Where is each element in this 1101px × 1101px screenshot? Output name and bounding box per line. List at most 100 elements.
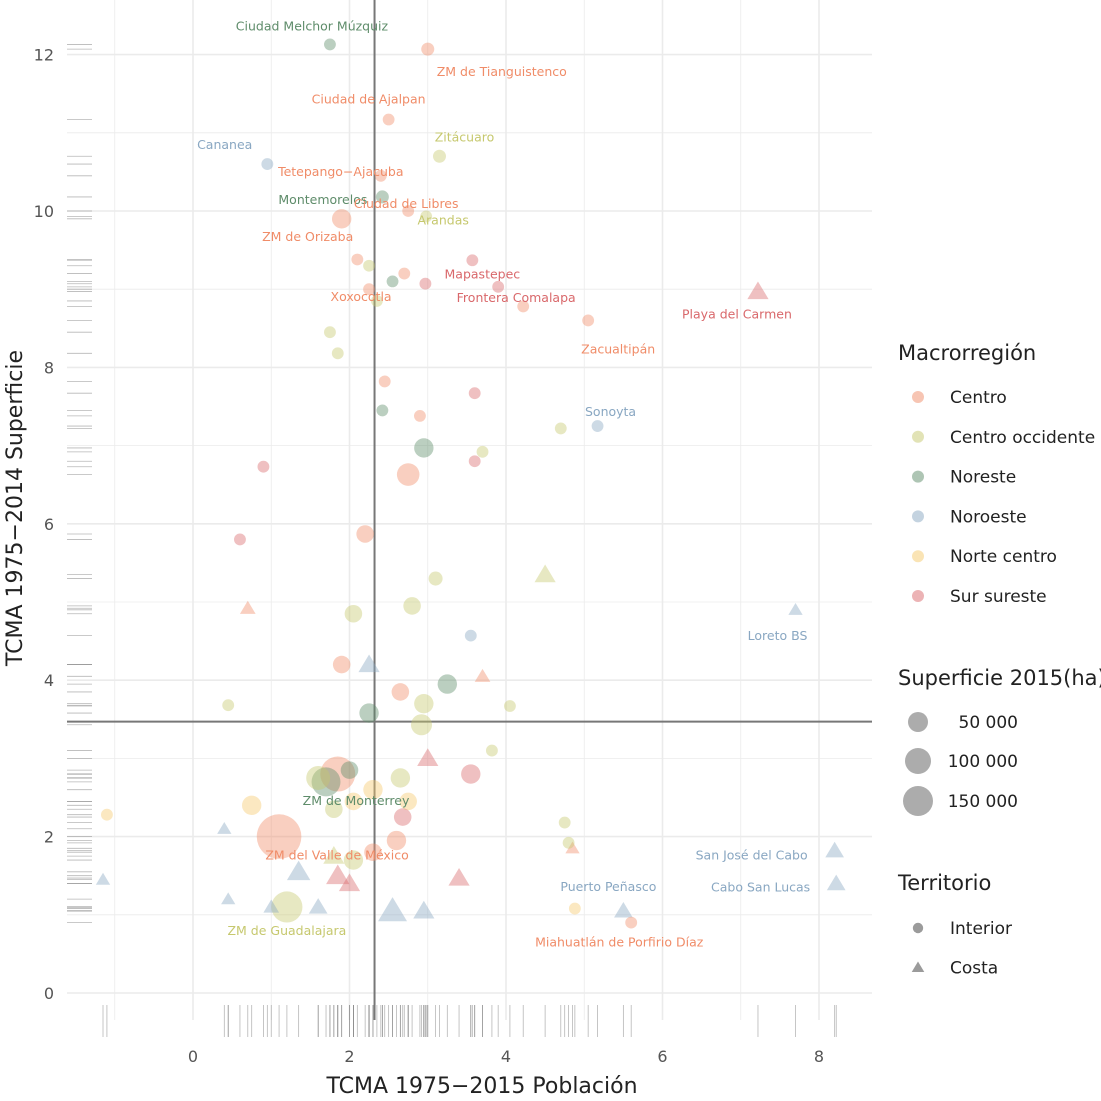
legend-title-territory: Territorio — [897, 871, 991, 895]
data-point — [364, 843, 382, 862]
x-tick-label: 2 — [344, 1047, 354, 1066]
legend-region-swatch — [912, 590, 924, 602]
legend-territory-swatch — [912, 922, 924, 934]
data-point — [234, 533, 246, 546]
legend-size-label: 50 000 — [959, 713, 1018, 733]
rug-marks — [67, 44, 837, 1037]
data-point — [414, 438, 434, 458]
data-point — [256, 814, 302, 859]
data-point — [432, 149, 446, 163]
data-point — [358, 654, 380, 673]
legend-region-label: Centro — [950, 388, 1007, 408]
point-label: Frontera Comalapa — [457, 290, 576, 305]
legend-region-label: Noroeste — [950, 507, 1027, 527]
data-point — [325, 800, 343, 819]
point-label: Montemorelos — [278, 192, 367, 207]
data-point — [492, 280, 505, 293]
data-point — [320, 756, 356, 792]
data-point — [410, 714, 433, 736]
data-point — [403, 597, 421, 615]
legend-size-swatch — [903, 786, 933, 816]
data-point — [217, 821, 232, 834]
data-point — [390, 768, 411, 788]
data-point — [414, 409, 426, 422]
data-point — [331, 209, 352, 229]
data-point — [393, 808, 412, 826]
data-point — [582, 314, 595, 327]
legend-title-size: Superficie 2015(ha) — [898, 666, 1101, 690]
point-annotations: Ciudad Melchor Múzquiz ZM de Tianguistenc… — [197, 18, 810, 949]
point-label: ZM de Orizaba — [262, 229, 353, 244]
data-point — [331, 347, 344, 360]
data-point — [323, 846, 345, 864]
data-point — [474, 668, 491, 682]
data-point — [417, 748, 439, 766]
point-label: Playa del Carmen — [682, 307, 792, 322]
data-point — [503, 700, 516, 712]
data-point — [562, 836, 575, 849]
data-point — [239, 600, 256, 614]
data-point — [421, 42, 435, 56]
y-tick-label: 2 — [44, 828, 54, 847]
point-label: San José del Cabo — [696, 848, 808, 863]
y-axis-title: TCMA 1975−2014 Superficie — [3, 350, 28, 667]
legend-region-swatch — [912, 470, 924, 483]
data-point — [261, 158, 274, 170]
y-tick-label: 4 — [44, 671, 54, 690]
data-point — [402, 205, 415, 217]
data-point — [356, 525, 374, 543]
legend-region-swatch — [912, 510, 924, 523]
data-point — [591, 420, 604, 432]
tick-labels: 0 2 4 6 8 0 2 4 6 8 10 12 — [34, 46, 824, 1066]
data-point — [485, 744, 498, 757]
data-point — [378, 375, 391, 388]
data-point — [332, 655, 351, 674]
data-point — [517, 300, 530, 313]
data-point — [466, 254, 479, 267]
legend-title-region: Macrorregión — [898, 341, 1036, 365]
point-label: Cananea — [197, 137, 252, 152]
data-point — [221, 892, 236, 905]
data-point — [558, 816, 571, 829]
data-point — [534, 564, 556, 583]
data-point — [363, 283, 375, 296]
legend-region-label: Sur sureste — [950, 587, 1047, 607]
legend-territory-swatch — [911, 961, 925, 972]
data-point — [326, 864, 350, 885]
point-label: Miahuatlán de Porfirio Díaz — [535, 935, 704, 950]
x-tick-label: 8 — [814, 1047, 824, 1066]
legend-size-swatch — [908, 712, 928, 732]
point-label: Ciudad de Libres — [354, 196, 459, 211]
y-tick-label: 6 — [44, 515, 54, 534]
legend-region-label: Norte centro — [950, 547, 1057, 567]
data-point — [747, 281, 769, 300]
legend-region-swatch — [912, 391, 924, 403]
point-label: ZM del Valle de México — [265, 848, 409, 863]
data-point — [306, 765, 331, 790]
legend-size-label: 150 000 — [948, 792, 1018, 812]
legend-region-swatch — [912, 430, 924, 443]
data-point — [351, 253, 364, 266]
point-label: Mapastepec — [445, 266, 521, 281]
y-tick-label: 0 — [44, 984, 54, 1003]
legend-territory-label: Interior — [950, 919, 1012, 939]
point-label: Ciudad de Ajalpan — [312, 92, 426, 107]
data-point — [825, 841, 844, 858]
legend-size-swatch — [905, 748, 931, 774]
data-point — [363, 779, 383, 800]
legend-territory-label: Costa — [950, 959, 998, 979]
point-label: Cabo San Lucas — [711, 880, 810, 895]
data-point — [374, 169, 387, 182]
point-label: ZM de Guadalajara — [227, 923, 346, 938]
legend-region-label: Noreste — [950, 468, 1016, 488]
data-point — [286, 860, 311, 881]
point-label: Arandas — [417, 212, 468, 227]
data-point — [382, 113, 395, 126]
point-label: Puerto Peñasco — [560, 879, 656, 894]
data-point — [308, 898, 328, 914]
point-label: Sonoyta — [585, 404, 636, 419]
data-point — [344, 604, 363, 623]
x-tick-label: 6 — [657, 1047, 667, 1066]
data-point — [95, 872, 111, 885]
data-point — [428, 571, 443, 586]
